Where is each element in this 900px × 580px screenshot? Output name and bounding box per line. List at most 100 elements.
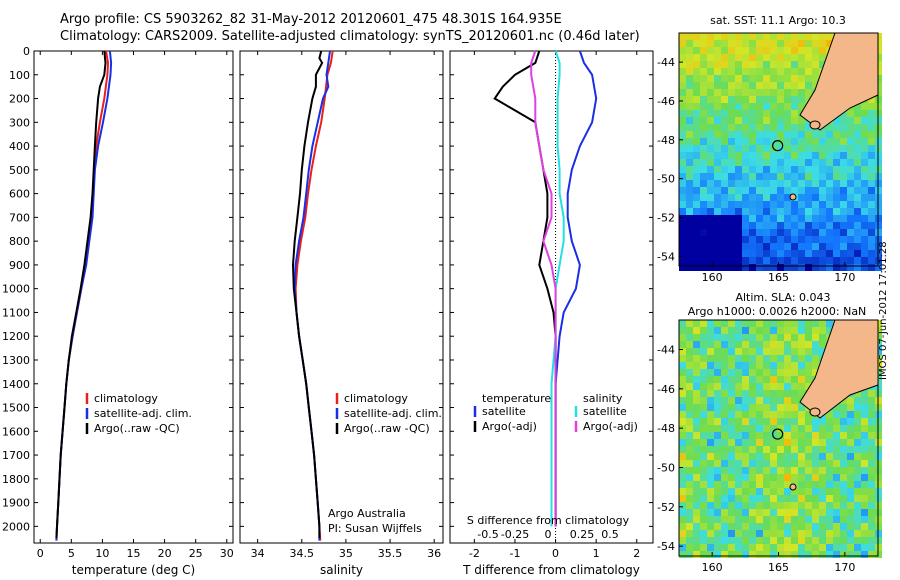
heatmap-cell: [798, 264, 805, 271]
heatmap-cell: [819, 138, 826, 145]
heatmap-cell: [693, 131, 700, 138]
heatmap-cell: [700, 159, 707, 166]
heatmap-cell: [679, 47, 686, 54]
map-y-tick-label: -44: [657, 56, 675, 69]
heatmap-cell: [714, 383, 721, 390]
heatmap-cell: [679, 411, 686, 418]
heatmap-cell: [840, 180, 847, 187]
heatmap-cell: [742, 250, 749, 257]
heatmap-cell: [714, 47, 721, 54]
heatmap-cell: [735, 243, 742, 250]
heatmap-cell: [868, 390, 875, 397]
heatmap-cell: [735, 68, 742, 75]
heatmap-cell: [791, 61, 798, 68]
heatmap-cell: [798, 446, 805, 453]
heatmap-cell: [749, 334, 756, 341]
heatmap-cell: [791, 215, 798, 222]
heatmap-cell: [777, 124, 784, 131]
heatmap-cell: [833, 201, 840, 208]
heatmap-cell: [791, 460, 798, 467]
heatmap-cell: [735, 187, 742, 194]
heatmap-cell: [742, 222, 749, 229]
heatmap-cell: [770, 390, 777, 397]
heatmap-cell: [700, 355, 707, 362]
heatmap-cell: [861, 215, 868, 222]
heatmap-cell: [854, 446, 861, 453]
heatmap-cell: [763, 418, 770, 425]
heatmap-cell: [812, 208, 819, 215]
heatmap-cell: [770, 488, 777, 495]
heatmap-cell: [819, 61, 826, 68]
heatmap-cell: [679, 544, 686, 551]
heatmap-cell: [707, 418, 714, 425]
heatmap-cell: [763, 152, 770, 159]
heatmap-cell: [784, 537, 791, 544]
heatmap-cell: [777, 530, 784, 537]
heatmap-cell: [693, 54, 700, 61]
y-tick-label: 1100: [2, 306, 30, 319]
heatmap-cell: [679, 103, 686, 110]
heatmap-cell: [770, 124, 777, 131]
heatmap-cell: [763, 110, 770, 117]
heatmap-cell: [826, 173, 833, 180]
heatmap-cell: [693, 68, 700, 75]
heatmap-cell: [819, 523, 826, 530]
heatmap-cell: [840, 152, 847, 159]
heatmap-cell: [791, 40, 798, 47]
heatmap-cell: [749, 530, 756, 537]
heatmap-cell: [847, 523, 854, 530]
heatmap-cell: [791, 537, 798, 544]
heatmap-cell: [847, 117, 854, 124]
heatmap-cell: [763, 530, 770, 537]
heatmap-cell: [791, 355, 798, 362]
heatmap-cell: [735, 222, 742, 229]
heatmap-cell: [693, 397, 700, 404]
heatmap-cell: [763, 236, 770, 243]
heatmap-cell: [756, 383, 763, 390]
heatmap-cell: [805, 61, 812, 68]
heatmap-cell: [700, 201, 707, 208]
heatmap-cell: [756, 222, 763, 229]
heatmap-cell: [791, 180, 798, 187]
y-tick-label: 1700: [2, 449, 30, 462]
heatmap-cell: [812, 495, 819, 502]
heatmap-cell: [714, 40, 721, 47]
heatmap-cell: [777, 131, 784, 138]
heatmap-cell: [791, 390, 798, 397]
heatmap-cell: [756, 54, 763, 61]
heatmap-cell: [679, 201, 686, 208]
heatmap-cell: [763, 180, 770, 187]
heatmap-cell: [700, 334, 707, 341]
heatmap-cell: [700, 152, 707, 159]
heatmap-cell: [735, 173, 742, 180]
heatmap-cell: [805, 537, 812, 544]
heatmap-cell: [735, 551, 742, 558]
heatmap-cell: [847, 166, 854, 173]
heatmap-cell: [833, 425, 840, 432]
heatmap-cell: [749, 138, 756, 145]
heatmap-cell: [728, 145, 735, 152]
heatmap-cell: [707, 397, 714, 404]
heatmap-cell: [735, 481, 742, 488]
heatmap-cell: [721, 390, 728, 397]
heatmap-cell: [777, 495, 784, 502]
heatmap-cell: [707, 551, 714, 558]
heatmap-cell: [693, 432, 700, 439]
heatmap-cell: [868, 201, 875, 208]
heatmap-cell: [721, 180, 728, 187]
heatmap-cell: [791, 474, 798, 481]
heatmap-cell: [728, 229, 735, 236]
heatmap-cell: [756, 208, 763, 215]
heatmap-cell: [756, 467, 763, 474]
heatmap-cell: [749, 327, 756, 334]
heatmap-cell: [749, 460, 756, 467]
heatmap-cell: [693, 376, 700, 383]
heatmap-cell: [868, 222, 875, 229]
heatmap-cell: [679, 537, 686, 544]
heatmap-cell: [819, 481, 826, 488]
plot-title-line2: Climatology: CARS2009. Satellite-adjuste…: [60, 29, 640, 44]
heatmap-cell: [700, 229, 707, 236]
heatmap-cell: [833, 509, 840, 516]
heatmap-cell: [812, 68, 819, 75]
heatmap-cell: [784, 187, 791, 194]
